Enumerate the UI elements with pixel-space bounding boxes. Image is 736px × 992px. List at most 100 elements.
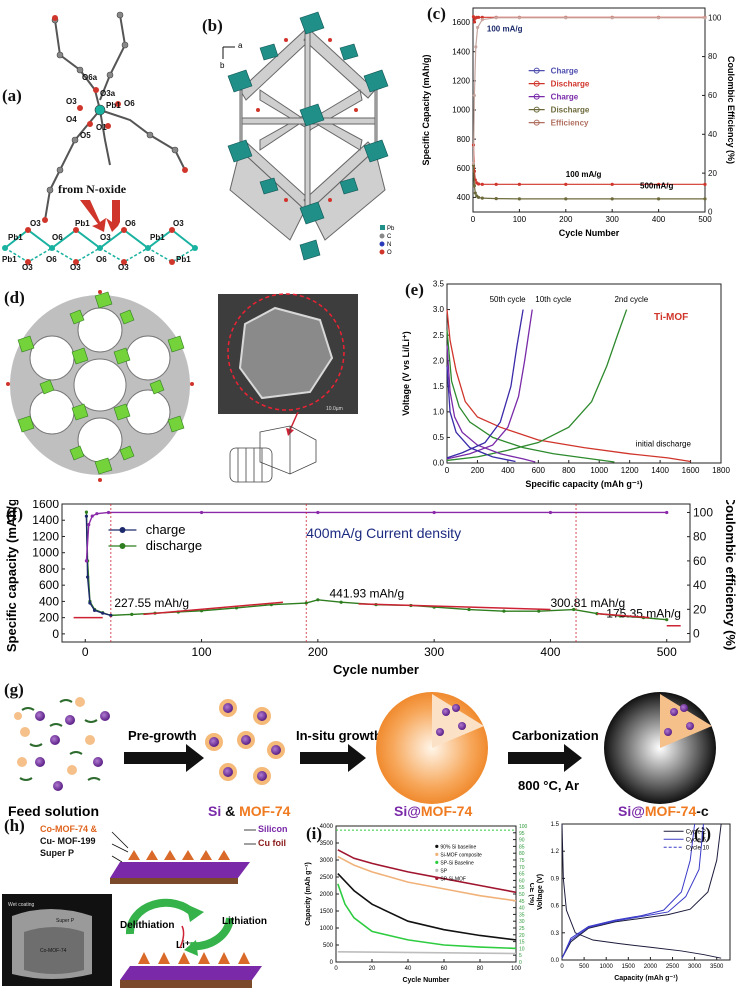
y2-tick-label: 100: [693, 505, 713, 519]
x-tick-label: 0: [82, 645, 89, 659]
sem-scale: 10.0µm: [326, 406, 343, 412]
x-tick-label: 1200: [621, 466, 639, 475]
y2-tick-label: 20: [519, 933, 525, 939]
data-point: [472, 184, 476, 188]
plot-frame: [61, 503, 691, 643]
chain-label-bottom: O6: [46, 255, 57, 264]
data-point: [95, 512, 99, 516]
series-line: [85, 511, 667, 561]
y2-tick-label: 80: [708, 52, 717, 61]
chain-label-top: O3: [30, 219, 41, 228]
series-line: [446, 309, 691, 463]
legend-marker: [435, 868, 439, 872]
x-tick-label: 0: [471, 215, 476, 224]
atom-label: O3a: [100, 89, 116, 98]
y-tick-label: 3.0: [433, 305, 445, 314]
data-point: [537, 609, 541, 613]
y-tick-label: 0.6: [551, 904, 560, 910]
data-point: [476, 195, 481, 200]
axis-a: a: [238, 41, 243, 50]
data-point: [476, 25, 480, 30]
y-tick-label: 2000: [320, 892, 334, 898]
x-tick-label: 1600: [682, 466, 700, 475]
label-co-mof: Co-MOF-74 &: [40, 824, 97, 834]
y-tick-label: 1.5: [433, 382, 445, 391]
atom-label: Pb1: [106, 101, 121, 110]
series-line: [337, 855, 517, 902]
panel-f-label: (f): [6, 504, 23, 523]
data-point: [109, 613, 113, 617]
y2-tick-label: 30: [519, 919, 525, 925]
panel-a-structure: O6a O3a O3 Pb1 O6 O4 O1 O5 from N-oxide …: [2, 11, 198, 270]
chart-i: 0 20 40 60 80 1000500100015002000250030003500…: [305, 824, 534, 984]
annotation: 227.55 mAh/g: [114, 596, 189, 610]
x-tick-label: 100: [192, 645, 212, 659]
legend-marker: [435, 844, 439, 848]
y2-tick-label: 40: [693, 578, 707, 592]
panel-h-label: (h): [4, 816, 25, 835]
legend-marker: [533, 80, 540, 87]
legend-label: Efficiency: [551, 119, 589, 128]
data-point: [316, 598, 320, 602]
legend-label: 90% Si baseline: [440, 844, 476, 850]
y-axis-label: Voltage (V): [537, 874, 544, 910]
y-axis-label: Capacity (mAh g⁻¹): [305, 862, 312, 926]
y2-tick-label: 40: [519, 906, 525, 912]
y-tick-label: 600: [457, 164, 471, 173]
annotation: 500mA/g: [640, 182, 673, 191]
data-point: [467, 607, 471, 612]
x-tick-label: 1400: [651, 466, 669, 475]
legend-label: discharge: [146, 538, 202, 553]
data-point: [472, 93, 476, 98]
y2-tick-label: 50: [519, 892, 525, 898]
label-li: Li⁺: [176, 940, 190, 951]
caption-si-at-c-si: Si@: [618, 803, 645, 819]
data-point: [665, 510, 669, 515]
legend-label: SP: [440, 868, 447, 874]
y2-tick-label: 20: [693, 602, 707, 616]
data-point: [517, 16, 521, 20]
x-tick-label: 300: [606, 215, 620, 224]
chart-j: 0 500 1000 1500 2000 2500 3000 3500 0.0 0.3 0.6 0.9…: [537, 822, 731, 982]
y-tick-label: 2500: [320, 875, 334, 881]
panel-d-label: (d): [4, 288, 25, 307]
data-point: [473, 191, 477, 195]
legend-label: charge: [146, 522, 186, 537]
chain-label-bottom: O6: [96, 255, 107, 264]
legend-label: Discharge: [551, 106, 590, 115]
data-point: [304, 601, 308, 605]
caption-feed: Feed solution: [8, 803, 99, 819]
panel-h-schematic: Co-MOF-74 & Cu- MOF-199 Super P Silicon …: [2, 824, 288, 988]
legend-marker: [533, 93, 540, 100]
atom-label: O4: [66, 115, 77, 124]
data-point: [480, 196, 484, 200]
data-point: [92, 608, 97, 612]
data-point: [85, 575, 90, 579]
label-lithiation: Lithiation: [222, 916, 267, 927]
y-tick-label: 1000: [32, 546, 59, 560]
caption-si-at-c-mof: MOF-74: [645, 803, 697, 819]
y2-tick-label: 95: [519, 831, 525, 837]
panel-c-label: (c): [427, 4, 446, 23]
annotation: 100 mA/g: [487, 24, 523, 33]
chain-label-top: O3: [100, 233, 111, 242]
series-line: [446, 345, 536, 463]
legend-label: SP-Si Baseline: [440, 860, 474, 866]
step-insitu: In-situ growth: [296, 728, 382, 743]
y2-tick-label: 5: [519, 953, 522, 959]
chart-title: 400mA/g Current density: [306, 525, 461, 541]
legend-label: Cycle 2: [686, 829, 707, 835]
label-silicon: Silicon: [258, 824, 288, 834]
y-tick-label: 500: [323, 943, 334, 949]
y2-tick-label: 100: [708, 13, 722, 22]
legend-n: N: [387, 242, 391, 248]
legend-pb: Pb: [387, 226, 395, 232]
atom-label: O1: [96, 123, 107, 132]
legend-o: O: [387, 250, 392, 256]
chain-label-top: Pb1: [75, 219, 90, 228]
y-tick-label: 800: [457, 135, 471, 144]
data-point: [502, 609, 506, 613]
y2-tick-label: 25: [519, 926, 525, 932]
y2-tick-label: 0: [519, 960, 522, 966]
x-axis-label: Cycle Number: [402, 977, 449, 984]
